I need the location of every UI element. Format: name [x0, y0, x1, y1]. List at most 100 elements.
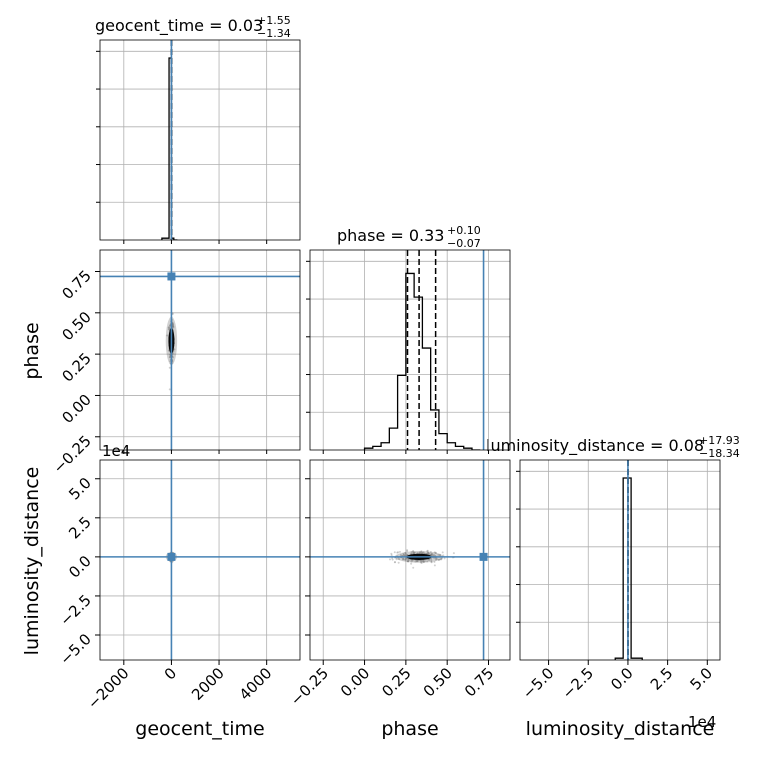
xlabel-offset-luminosity-distance: 1e4: [688, 713, 716, 731]
title-geocent-time-sub: −1.34: [257, 27, 291, 40]
sample-point: [171, 322, 174, 325]
sample-point: [390, 552, 393, 555]
sample-point: [402, 553, 405, 556]
sample-point: [420, 551, 423, 554]
sample-point: [419, 551, 422, 554]
sample-point: [171, 312, 174, 315]
sample-point: [421, 560, 424, 563]
sample-point: [412, 550, 415, 553]
sample-point: [429, 553, 432, 556]
panel-geocent_time-luminosity_distance: −2000 0 2000 4000 −5.0−2.5 0.0 2.5 5.0: [56, 459, 301, 713]
sample-point: [430, 553, 433, 556]
sample-point: [439, 554, 442, 557]
sample-point: [421, 551, 424, 554]
sample-point: [168, 388, 171, 391]
panel-geocent_time-phase: −0.25 0.00 0.25 0.50 0.75: [50, 249, 301, 477]
sample-point: [404, 554, 407, 557]
xtick-label: −0.25: [287, 664, 332, 709]
title-phase-sub: −0.07: [447, 237, 481, 250]
ylabel-offset-luminosity-distance: 1e4: [102, 442, 130, 460]
sample-point: [434, 558, 437, 561]
sample-point: [397, 551, 400, 554]
sample-point: [167, 328, 170, 331]
histogram-geocent_time: [161, 57, 178, 240]
sample-point: [430, 561, 433, 564]
sample-point: [439, 553, 442, 556]
xtick-label: 4000: [236, 664, 276, 704]
xtick-label: −2.5: [559, 664, 597, 702]
sample-point: [406, 549, 409, 552]
sample-point: [432, 553, 435, 556]
sample-point: [433, 564, 436, 567]
ylabel-phase: phase: [21, 322, 43, 379]
sample-point: [169, 355, 172, 358]
xtick-label: 0.75: [461, 664, 497, 700]
sample-point: [412, 566, 415, 569]
sample-point: [427, 551, 430, 554]
panel-frame: [99, 249, 301, 451]
xtick-label: 2000: [188, 664, 228, 704]
sample-point: [426, 550, 429, 553]
panel-frame: [519, 459, 721, 661]
sample-point: [168, 356, 171, 359]
sample-point: [412, 551, 415, 554]
sample-point: [403, 554, 406, 557]
sample-point: [389, 558, 392, 561]
panel-frame: [99, 39, 301, 241]
sample-point: [431, 554, 434, 557]
sample-point: [426, 551, 429, 554]
sample-point: [442, 554, 445, 557]
title-luminosity-distance-sup: +17.93: [699, 434, 740, 447]
sample-point: [395, 558, 398, 561]
sample-point: [171, 325, 174, 328]
ytick-label: 0.00: [58, 391, 94, 427]
sample-point: [172, 323, 175, 326]
sample-point: [426, 560, 429, 563]
xlabel-geocent-time: geocent_time: [135, 718, 264, 740]
ytick-label: 0.0: [65, 552, 95, 582]
sample-point: [404, 557, 407, 560]
ytick-label: 0.75: [58, 267, 94, 303]
sample-point: [391, 557, 394, 560]
truth-marker: [167, 552, 176, 561]
xtick-label: −5.0: [519, 664, 557, 702]
sample-point: [437, 553, 440, 556]
sample-point: [396, 551, 399, 554]
sample-point: [438, 558, 441, 561]
sample-point: [403, 558, 406, 561]
sample-point: [414, 560, 417, 563]
sample-point: [404, 558, 407, 561]
sample-point: [168, 324, 171, 327]
panel-frame: [309, 249, 511, 451]
panel-phase-luminosity_distance: −0.25 0.00 0.25 0.50 0.75: [287, 459, 511, 709]
sample-point: [415, 560, 418, 563]
sample-point: [416, 560, 419, 563]
sample-point: [415, 559, 418, 562]
sample-point: [440, 558, 443, 561]
sample-point: [399, 553, 402, 556]
ytick-label: 5.0: [65, 474, 95, 504]
sample-point: [441, 551, 444, 554]
sample-point: [443, 557, 446, 560]
sample-point: [422, 560, 425, 563]
sample-point: [430, 553, 433, 556]
sample-point: [397, 561, 400, 564]
sample-point: [422, 551, 425, 554]
ytick-label: 0.50: [58, 308, 94, 344]
xtick-label: 0.25: [378, 664, 414, 700]
sample-point: [416, 552, 419, 555]
sample-point: [412, 552, 415, 555]
sample-point: [434, 552, 437, 555]
title-luminosity-distance-sub: −18.34: [699, 447, 740, 460]
xtick-label: 0: [161, 664, 180, 683]
panel-frame: [99, 459, 301, 661]
sample-point: [431, 552, 434, 555]
sample-point: [420, 559, 423, 562]
xtick-label: 0.0: [607, 664, 637, 694]
sample-point: [391, 558, 394, 561]
title-phase-sup: +0.10: [447, 224, 481, 237]
ytick-label: 0.25: [58, 349, 94, 385]
sample-point: [430, 553, 433, 556]
xtick-label: 2.5: [647, 664, 677, 694]
sample-point: [406, 553, 409, 556]
